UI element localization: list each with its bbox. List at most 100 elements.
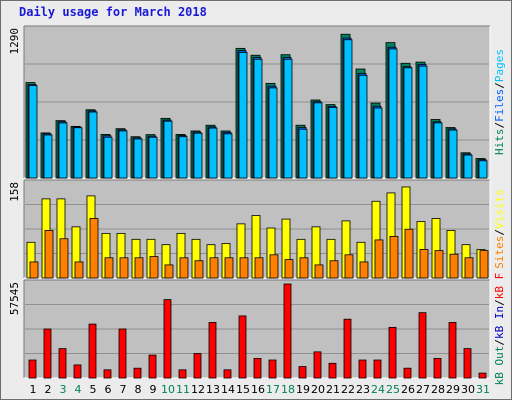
day-label: 1 bbox=[30, 383, 37, 396]
day-label: 23 bbox=[356, 383, 370, 396]
kbytes-legend-separator: / bbox=[493, 339, 506, 346]
kbytes-bar bbox=[148, 354, 157, 379]
day-label: 12 bbox=[191, 383, 205, 396]
kbytes-bar bbox=[283, 283, 292, 379]
day-label: 13 bbox=[206, 383, 220, 396]
kbytes-bar bbox=[58, 348, 67, 379]
pages-bar bbox=[463, 154, 473, 179]
kbytes-bar bbox=[298, 366, 307, 379]
pages-bar bbox=[478, 160, 488, 179]
pages-bar bbox=[43, 134, 53, 179]
sites-bar bbox=[44, 230, 54, 279]
pages-bar bbox=[343, 39, 353, 179]
kbytes-bar bbox=[328, 362, 337, 379]
day-label: 4 bbox=[75, 383, 82, 396]
pages-bar bbox=[73, 127, 83, 179]
visits-legend-item: Sites bbox=[493, 236, 506, 269]
kbytes-legend-item: kB In bbox=[493, 306, 506, 339]
pages-bar bbox=[358, 74, 368, 179]
pages-bar bbox=[223, 133, 233, 179]
kbytes-legend-item: kB F bbox=[493, 273, 506, 300]
visits-legend-separator: / bbox=[493, 229, 506, 236]
kbytes-bar bbox=[448, 322, 457, 379]
pages-bar bbox=[118, 130, 128, 179]
sites-bar bbox=[29, 261, 39, 279]
kbytes-bar bbox=[163, 299, 172, 379]
pages-bar bbox=[178, 136, 188, 179]
sites-bar bbox=[389, 235, 399, 279]
day-label: 7 bbox=[120, 383, 127, 396]
sites-bar bbox=[254, 257, 264, 279]
pages-bar bbox=[253, 58, 263, 179]
kbytes-bar bbox=[373, 359, 382, 379]
kbytes-bar bbox=[193, 353, 202, 379]
kbytes-bar bbox=[103, 369, 112, 379]
sites-bar bbox=[419, 249, 429, 279]
day-label: 2 bbox=[45, 383, 52, 396]
pages-bar bbox=[238, 51, 248, 179]
pages-bar bbox=[28, 85, 38, 179]
kbytes-bar bbox=[88, 323, 97, 379]
sites-bar bbox=[434, 250, 444, 279]
day-label: 14 bbox=[221, 383, 235, 396]
day-label: 8 bbox=[135, 383, 142, 396]
sites-bar bbox=[479, 250, 489, 279]
day-label: 31 bbox=[476, 383, 490, 396]
sites-bar bbox=[374, 239, 384, 279]
day-label: 25 bbox=[386, 383, 400, 396]
pages-bar bbox=[433, 122, 443, 179]
sites-bar bbox=[344, 254, 354, 279]
sites-bar bbox=[284, 259, 294, 279]
day-label: 6 bbox=[105, 383, 112, 396]
kbytes-scale-label: 57545 bbox=[8, 282, 21, 315]
visits-legend: Sites/Visits bbox=[493, 189, 506, 269]
sites-bar bbox=[269, 254, 279, 279]
day-label: 21 bbox=[326, 383, 340, 396]
day-label: 18 bbox=[281, 383, 295, 396]
sites-bar bbox=[149, 256, 159, 279]
pages-bar bbox=[268, 87, 278, 179]
usage-legend-item: Files bbox=[493, 89, 506, 122]
day-label: 11 bbox=[176, 383, 190, 396]
kbytes-bar bbox=[133, 367, 142, 379]
day-label: 20 bbox=[311, 383, 325, 396]
kbytes-bar bbox=[43, 328, 52, 379]
kbytes-bar bbox=[358, 359, 367, 379]
kbytes-bar bbox=[223, 369, 232, 379]
sites-bar bbox=[464, 257, 474, 279]
kbytes-bar bbox=[388, 326, 397, 379]
day-label: 3 bbox=[60, 383, 67, 396]
x-axis-labels: 1 2 3 4 5 6 7 8 9 10 11 12 13 14 15 16 17 18 19 20 21 22 23 24 2… bbox=[30, 383, 491, 396]
scale-labels: 1290 158 57545 bbox=[8, 28, 21, 315]
pages-bar bbox=[163, 120, 173, 179]
day-label: 17 bbox=[266, 383, 280, 396]
kbytes-bar bbox=[313, 351, 322, 379]
sites-bar bbox=[329, 260, 339, 279]
pages-bar bbox=[193, 132, 203, 179]
usage-legend-item: Pages bbox=[493, 49, 506, 82]
sites-bar bbox=[179, 257, 189, 279]
pages-bar bbox=[88, 111, 98, 179]
day-label: 30 bbox=[461, 383, 475, 396]
day-label: 29 bbox=[446, 383, 460, 396]
kbytes-bar bbox=[73, 364, 82, 379]
sites-bar bbox=[164, 264, 174, 279]
sites-bar bbox=[104, 257, 114, 279]
kbytes-bar bbox=[208, 322, 217, 379]
chart-title: Daily usage for March 2018 bbox=[19, 5, 207, 19]
day-label: 28 bbox=[431, 383, 445, 396]
sites-bar bbox=[59, 238, 69, 279]
pages-bar bbox=[313, 102, 323, 179]
kbytes-bar bbox=[28, 359, 37, 379]
usage-legend: Hits/Files/Pages bbox=[493, 49, 506, 155]
pages-bar bbox=[58, 122, 68, 179]
usage-legend-separator: / bbox=[493, 82, 506, 89]
day-label: 9 bbox=[150, 383, 157, 396]
sites-bar bbox=[194, 260, 204, 279]
kbytes-legend-separator: / bbox=[493, 299, 506, 306]
chart-bars bbox=[25, 33, 489, 379]
day-label: 5 bbox=[90, 383, 97, 396]
pages-bar bbox=[328, 107, 338, 179]
kbytes-bar bbox=[118, 328, 127, 379]
sites-bar bbox=[119, 257, 129, 279]
